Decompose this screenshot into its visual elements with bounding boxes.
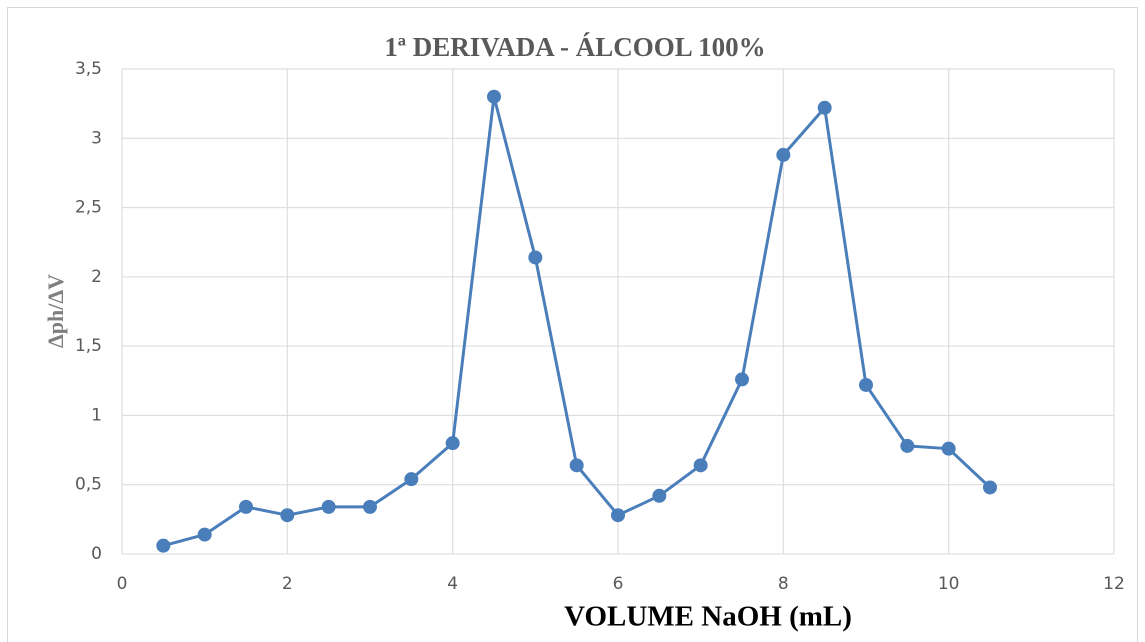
data-point: [817, 100, 832, 115]
data-point: [445, 436, 460, 451]
data-point: [280, 508, 295, 523]
y-tick-label: 1: [91, 405, 102, 425]
data-point: [941, 441, 956, 456]
y-tick-label: 1,5: [75, 336, 102, 356]
data-point: [239, 499, 253, 514]
x-tick-label: 2: [282, 574, 293, 594]
y-tick-label: 2,5: [75, 198, 102, 218]
x-tick-label: 4: [447, 574, 458, 594]
chart-title: 1ª DERIVADA - ÁLCOOL 100%: [384, 32, 765, 62]
x-axis-label: VOLUME NaOH (mL): [564, 601, 852, 633]
x-tick-label: 0: [117, 574, 128, 594]
data-point: [487, 89, 501, 104]
data-point: [735, 372, 749, 387]
chart-border: [7, 7, 1138, 642]
y-tick-label: 0: [91, 544, 102, 564]
x-tick-label: 6: [613, 574, 624, 594]
data-point: [197, 527, 212, 542]
data-point: [776, 147, 791, 162]
data-point: [156, 538, 171, 553]
data-point: [528, 250, 543, 265]
data-point: [321, 499, 336, 514]
y-axis-label: Δph/ΔV: [43, 274, 68, 348]
data-point: [859, 377, 873, 392]
data-point: [404, 472, 419, 487]
x-tick-label: 10: [938, 574, 960, 594]
data-point: [652, 488, 667, 503]
data-point: [611, 508, 625, 523]
data-point: [693, 458, 708, 473]
data-point: [363, 499, 377, 514]
data-point: [569, 458, 584, 473]
y-tick-label: 0,5: [75, 475, 102, 495]
x-tick-label: 12: [1103, 574, 1125, 594]
x-tick-label: 8: [778, 574, 789, 594]
y-tick-label: 2: [91, 267, 102, 287]
y-tick-label: 3: [91, 128, 102, 148]
y-tick-label: 3,5: [75, 59, 102, 79]
data-point: [900, 438, 915, 453]
data-point: [983, 480, 997, 495]
